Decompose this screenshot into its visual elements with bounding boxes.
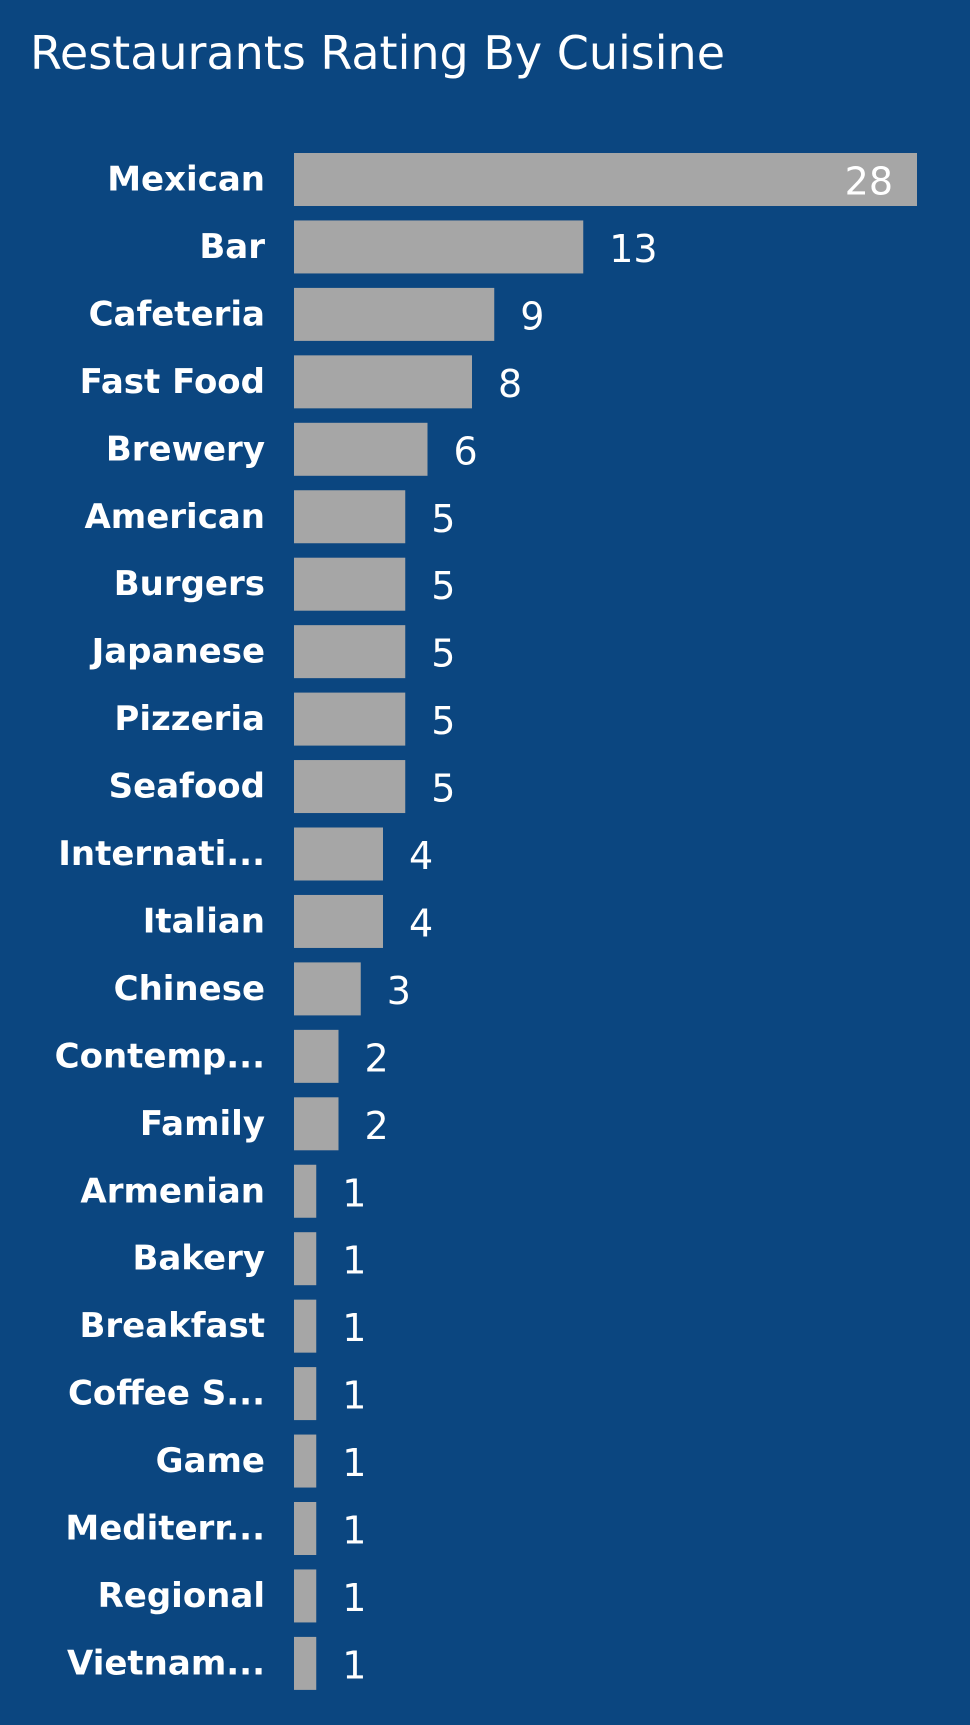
- bar[interactable]: [294, 1569, 317, 1623]
- data-label: 1: [342, 1643, 366, 1687]
- bar[interactable]: [294, 287, 495, 341]
- category-label: Vietnam...: [67, 1643, 265, 1683]
- bar[interactable]: [294, 1367, 317, 1421]
- bar[interactable]: [294, 1097, 339, 1151]
- category-label: Game: [156, 1441, 265, 1481]
- category-label: American: [84, 497, 265, 537]
- bar[interactable]: [294, 962, 361, 1016]
- category-label: Armenian: [80, 1171, 265, 1211]
- category-label: Internati...: [58, 834, 265, 874]
- data-label: 2: [365, 1104, 389, 1148]
- bar[interactable]: [294, 1502, 317, 1555]
- category-label: Bakery: [132, 1239, 265, 1279]
- data-label: 5: [431, 767, 455, 811]
- category-label: Seafood: [109, 767, 265, 807]
- bar[interactable]: [294, 422, 428, 476]
- category-label: Cafeteria: [89, 294, 265, 334]
- data-label: 6: [454, 429, 478, 473]
- data-label: 13: [609, 227, 657, 271]
- data-label: 8: [498, 362, 522, 406]
- data-label: 1: [342, 1441, 366, 1485]
- data-label: 5: [431, 497, 455, 541]
- bar[interactable]: [294, 894, 383, 948]
- bar[interactable]: [294, 1434, 317, 1488]
- data-label: 3: [387, 969, 411, 1013]
- bar[interactable]: [294, 1299, 317, 1353]
- category-label: Mexican: [107, 160, 265, 200]
- data-label: 1: [342, 1239, 366, 1283]
- category-label: Bar: [199, 227, 265, 267]
- data-label: 2: [365, 1036, 389, 1080]
- data-label: 5: [431, 632, 455, 676]
- bar[interactable]: [294, 1029, 339, 1083]
- category-label: Burgers: [114, 564, 265, 604]
- data-label: 1: [342, 1576, 366, 1620]
- chart-title: Restaurants Rating By Cuisine: [30, 26, 726, 80]
- data-label: 1: [342, 1306, 366, 1350]
- data-label: 1: [342, 1374, 366, 1418]
- data-label: 1: [342, 1171, 366, 1215]
- bar[interactable]: [294, 760, 406, 814]
- category-label: Regional: [98, 1576, 265, 1616]
- bar[interactable]: [294, 1164, 317, 1218]
- data-label: 28: [845, 160, 893, 204]
- category-label: Brewery: [106, 429, 265, 469]
- bar[interactable]: [294, 490, 406, 544]
- bar[interactable]: [294, 153, 917, 206]
- category-label: Fast Food: [80, 362, 265, 402]
- bar[interactable]: [294, 1636, 317, 1690]
- data-label: 4: [409, 901, 433, 945]
- category-label: Breakfast: [79, 1306, 265, 1346]
- category-label: Mediterr...: [65, 1509, 265, 1549]
- category-label: Chinese: [114, 969, 265, 1009]
- data-label: 4: [409, 834, 433, 878]
- data-label: 5: [431, 699, 455, 743]
- category-label: Italian: [143, 901, 265, 941]
- data-label: 1: [342, 1509, 366, 1553]
- bar[interactable]: [294, 220, 584, 274]
- category-label: Pizzeria: [114, 699, 265, 739]
- bar[interactable]: [294, 1232, 317, 1286]
- bar[interactable]: [294, 355, 472, 409]
- category-label: Family: [140, 1104, 265, 1144]
- bar[interactable]: [294, 692, 406, 746]
- category-label: Contemp...: [55, 1036, 265, 1076]
- bar[interactable]: [294, 827, 383, 881]
- category-label: Japanese: [90, 632, 265, 672]
- bar[interactable]: [294, 557, 406, 611]
- data-label: 9: [520, 294, 544, 338]
- data-label: 5: [431, 564, 455, 608]
- bar[interactable]: [294, 625, 406, 679]
- category-label: Coffee S...: [68, 1374, 265, 1414]
